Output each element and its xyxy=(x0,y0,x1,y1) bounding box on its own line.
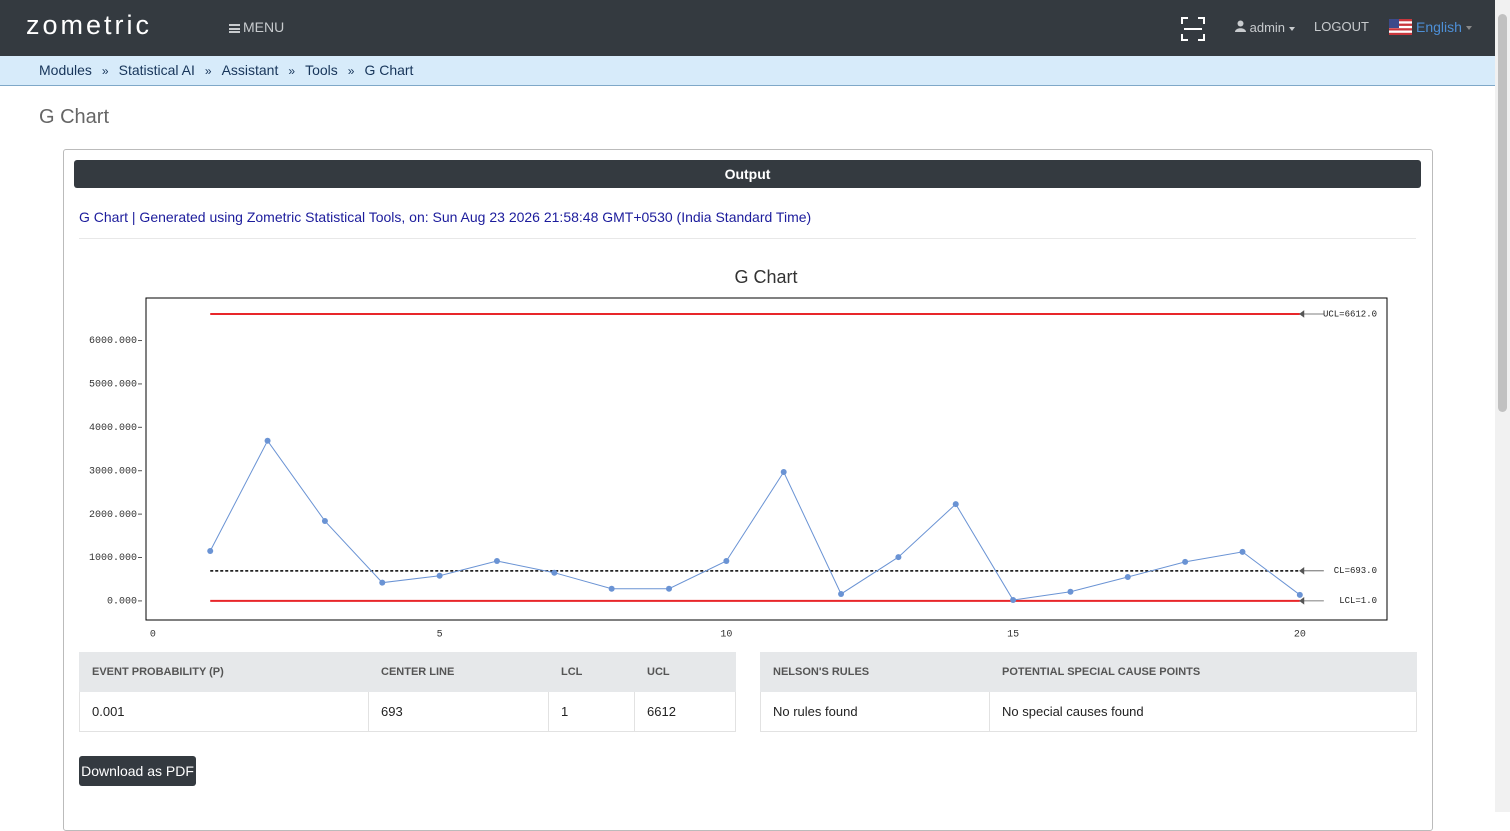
y-tick-label: 3000.000 xyxy=(89,466,137,477)
plot-frame xyxy=(145,297,1388,621)
flag-icon xyxy=(1389,19,1412,35)
row: No rules found No special causes found xyxy=(760,691,1417,732)
cell: 1 xyxy=(548,691,635,732)
user-name: admin xyxy=(1249,20,1286,35)
data-point xyxy=(1010,597,1017,604)
data-point xyxy=(436,572,443,579)
header-cell: NELSON'S RULES xyxy=(760,652,990,692)
menu-icon xyxy=(229,24,240,33)
data-point xyxy=(207,548,214,554)
menu-button[interactable]: MENU xyxy=(229,19,284,35)
scrollbar-thumb[interactable] xyxy=(1498,14,1507,412)
breadcrumb-separator: » xyxy=(288,64,296,78)
data-point xyxy=(780,469,787,476)
data-point xyxy=(264,437,271,444)
language-select[interactable]: English xyxy=(1416,19,1472,35)
data-point xyxy=(1124,574,1131,581)
cell: 693 xyxy=(368,691,549,732)
y-tick-label: 1000.000 xyxy=(89,553,137,564)
label-pointer xyxy=(1299,310,1324,318)
data-point xyxy=(666,585,673,592)
header-cell: UCL xyxy=(634,652,736,692)
panel-heading: Output xyxy=(74,160,1421,188)
header-cell: CENTER LINE xyxy=(368,652,549,692)
y-tick-label: 6000.000 xyxy=(89,336,137,347)
data-point xyxy=(1296,591,1303,598)
data-point xyxy=(952,501,959,508)
logout-button[interactable]: LOGOUT xyxy=(1314,19,1369,34)
user-menu[interactable]: admin xyxy=(1235,20,1296,35)
cell: 6612 xyxy=(634,691,736,732)
data-point xyxy=(1239,548,1246,555)
data-point xyxy=(723,557,730,564)
header-cell: LCL xyxy=(548,652,635,692)
chart: G Chart 0.000 1000.000 2000.000 3000.000 400… xyxy=(89,267,1388,641)
data-point xyxy=(895,554,902,561)
header-cell: EVENT PROBABILITY (P) xyxy=(79,652,369,692)
summary-table: EVENT PROBABILITY (P) CENTER LINE LCL UC… xyxy=(79,652,736,732)
scan-icon[interactable] xyxy=(1181,17,1205,41)
control-line-label: CL=693.0 xyxy=(1334,566,1377,576)
caption: G Chart | Generated using Zometric Stati… xyxy=(79,209,812,225)
data-point xyxy=(838,590,845,597)
cell: 0.001 xyxy=(79,691,369,732)
header-row: NELSON'S RULES POTENTIAL SPECIAL CAUSE P… xyxy=(760,652,1417,692)
breadcrumb: Modules » Statistical AI » Assistant » Tools » G… xyxy=(0,56,1495,86)
divider xyxy=(79,238,1416,239)
control-line-label: UCL=6612.0 xyxy=(1323,309,1377,319)
y-tick-label: 2000.000 xyxy=(89,510,137,521)
y-tick-label: 5000.000 xyxy=(89,380,137,391)
label-pointer xyxy=(1299,597,1324,605)
data-point xyxy=(379,579,386,586)
x-tick-label: 10 xyxy=(720,630,732,641)
breadcrumb-separator: » xyxy=(204,64,212,78)
data-point xyxy=(1067,588,1074,595)
menu-label: MENU xyxy=(243,19,285,35)
cell: No special causes found xyxy=(989,691,1417,732)
x-tick-label: 0 xyxy=(150,630,156,641)
breadcrumb-link[interactable]: Tools xyxy=(305,62,338,78)
logout-label: LOGOUT xyxy=(1314,19,1369,34)
breadcrumb-link[interactable]: Assistant xyxy=(221,62,279,78)
x-tick-label: 20 xyxy=(1294,630,1306,641)
breadcrumb-separator: » xyxy=(101,64,109,78)
y-tick-label: 4000.000 xyxy=(89,423,137,434)
download-button[interactable]: Download as PDF xyxy=(79,756,196,786)
breadcrumb-link[interactable]: Statistical AI xyxy=(118,62,195,78)
logo[interactable]: zometric xyxy=(26,10,153,40)
x-tick-label: 15 xyxy=(1007,630,1019,641)
control-line-label: LCL=1.0 xyxy=(1339,596,1377,606)
header-row: EVENT PROBABILITY (P) CENTER LINE LCL UC… xyxy=(79,652,736,692)
cell: No rules found xyxy=(760,691,990,732)
data-point xyxy=(1182,558,1189,565)
language-label: English xyxy=(1416,19,1462,35)
header-cell: POTENTIAL SPECIAL CAUSE POINTS xyxy=(989,652,1417,692)
breadcrumb-link[interactable]: G Chart xyxy=(364,62,414,78)
user-icon xyxy=(1235,20,1246,32)
chart-title: G Chart xyxy=(734,267,797,287)
rules-table: NELSON'S RULES POTENTIAL SPECIAL CAUSE P… xyxy=(760,652,1417,732)
breadcrumb-separator: » xyxy=(347,64,355,78)
data-point xyxy=(551,569,558,576)
label-pointer xyxy=(1299,567,1324,575)
data-point xyxy=(608,585,615,592)
series-line xyxy=(209,439,1301,601)
y-tick-label: 0.000 xyxy=(107,597,137,608)
page-title: G Chart xyxy=(39,106,110,128)
x-tick-label: 5 xyxy=(437,630,443,641)
breadcrumb-link[interactable]: Modules xyxy=(39,62,92,78)
top-bar xyxy=(0,0,1495,56)
data-point xyxy=(321,518,328,525)
row: 0.001 693 1 6612 xyxy=(79,691,736,732)
data-point xyxy=(493,557,500,564)
